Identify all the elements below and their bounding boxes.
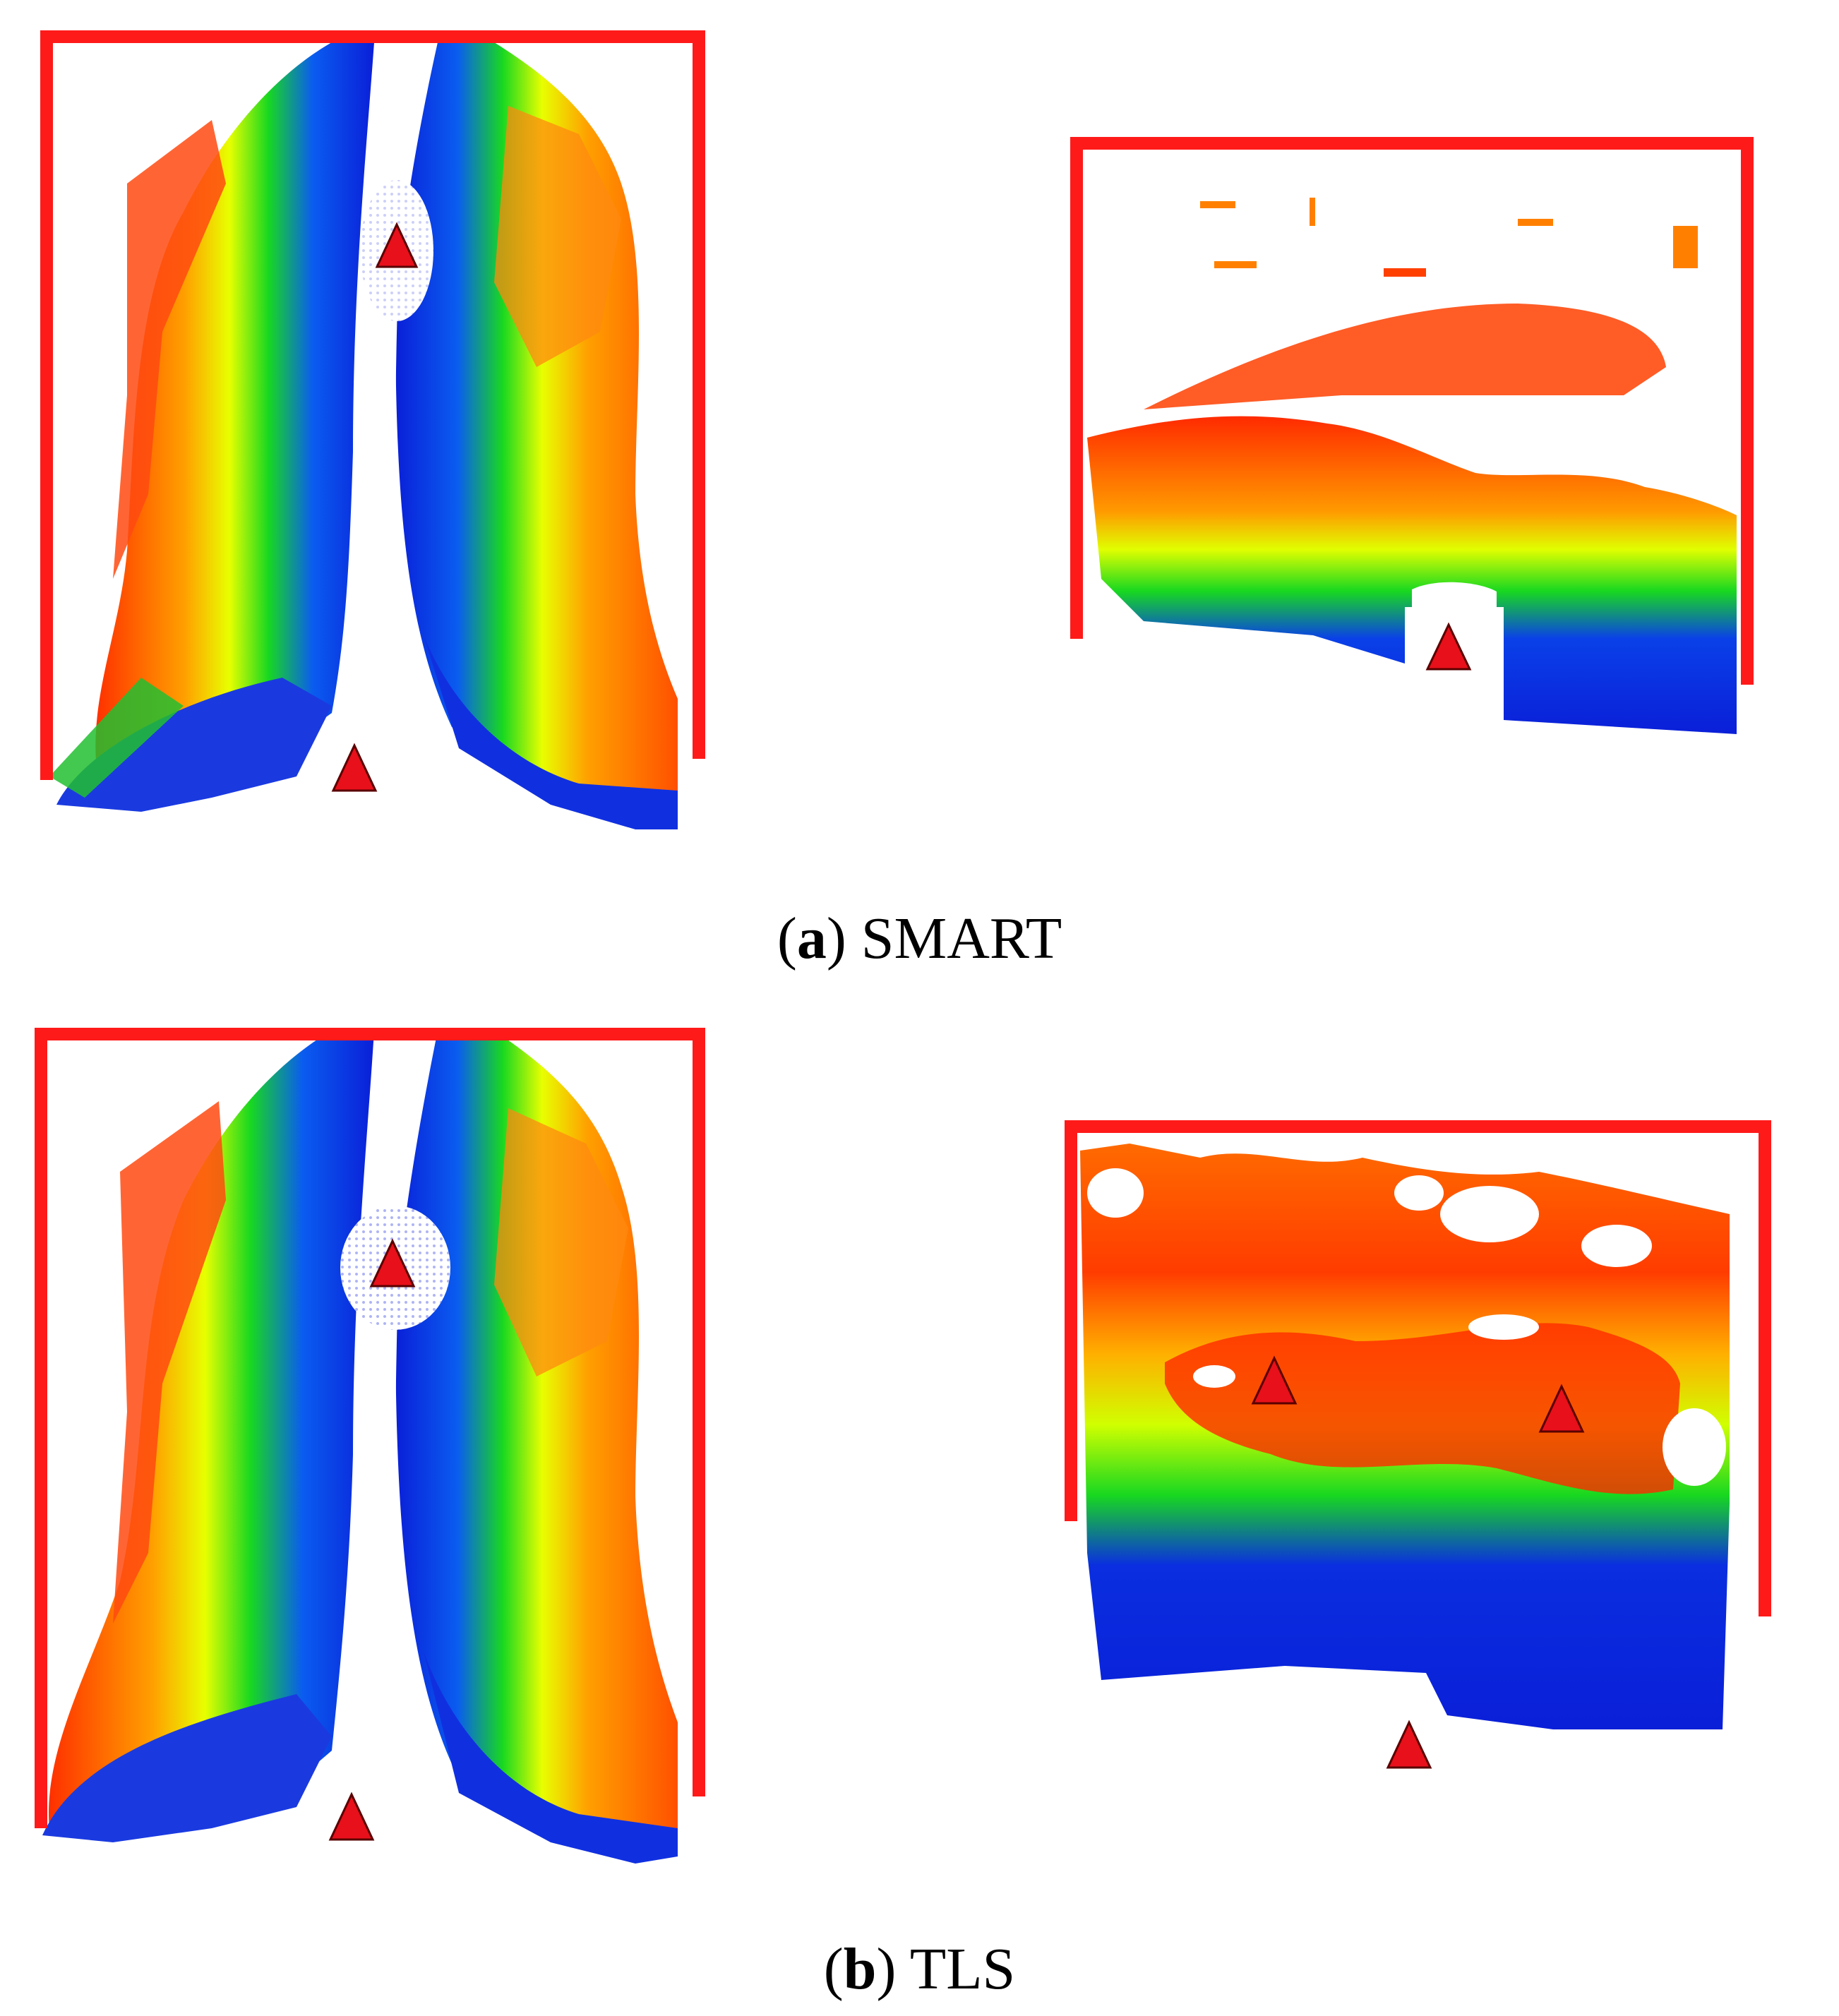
- triangle-marker-icon: [1425, 622, 1472, 671]
- triangle-marker-icon: [1386, 1720, 1432, 1769]
- panel-a-top-left-floor: [56, 678, 332, 812]
- panel-a-side-view: [1070, 137, 1754, 734]
- panel-b-top-corridor: [332, 1091, 431, 1807]
- panel-b-side-frame: [1065, 1120, 1771, 1616]
- panel-a-side-frame: [1070, 137, 1754, 685]
- panel-b-top-right-floor: [424, 1652, 678, 1864]
- panel-b-top-left-floor: [42, 1694, 332, 1842]
- panel-a-top-left-wall: [95, 42, 375, 784]
- panel-a-top-right-floor: [424, 635, 678, 829]
- panel-b-top-frame: [35, 1028, 705, 1828]
- triangle-marker-icon: [1538, 1384, 1585, 1433]
- triangle-marker-icon: [331, 743, 378, 792]
- panel-b-top-left-wall: [49, 1031, 374, 1828]
- panel-a-top-left-green: [49, 678, 184, 798]
- triangle-marker-icon: [1251, 1355, 1298, 1405]
- panel-a-top-view: [40, 30, 705, 829]
- panel-a-side-upper-specks: [1200, 198, 1698, 277]
- panel-b-top-view: [35, 1028, 705, 1864]
- panel-b-top-right-scatter: [494, 1108, 628, 1376]
- panel-a-top-corridor: [332, 99, 431, 791]
- caption-b-letter: b: [843, 1936, 877, 2002]
- caption-b: (b) TLS: [823, 1936, 1016, 2002]
- panel-b-side-holes: [1087, 1168, 1726, 1486]
- triangle-marker-icon: [369, 1238, 416, 1288]
- caption-a-name: SMART: [861, 906, 1062, 971]
- panel-b-top-left-scatter: [113, 1101, 226, 1624]
- caption-a: (a) SMART: [777, 906, 1062, 971]
- panel-b-side-hot-core: [1165, 1323, 1680, 1494]
- triangle-marker-icon: [328, 1792, 375, 1841]
- panel-b-side-view: [1065, 1120, 1771, 1769]
- panel-a-side-terrain: [1087, 416, 1737, 734]
- panel-a-top-right-scatter: [494, 106, 621, 367]
- caption-a-letter: a: [796, 906, 827, 971]
- panel-a-top-frame: [40, 30, 705, 780]
- panel-a-side-upper-band: [1144, 304, 1666, 409]
- caption-b-name: TLS: [909, 1936, 1016, 2002]
- triangle-marker-icon: [375, 222, 419, 268]
- panel-a-top-left-scatter: [113, 120, 226, 579]
